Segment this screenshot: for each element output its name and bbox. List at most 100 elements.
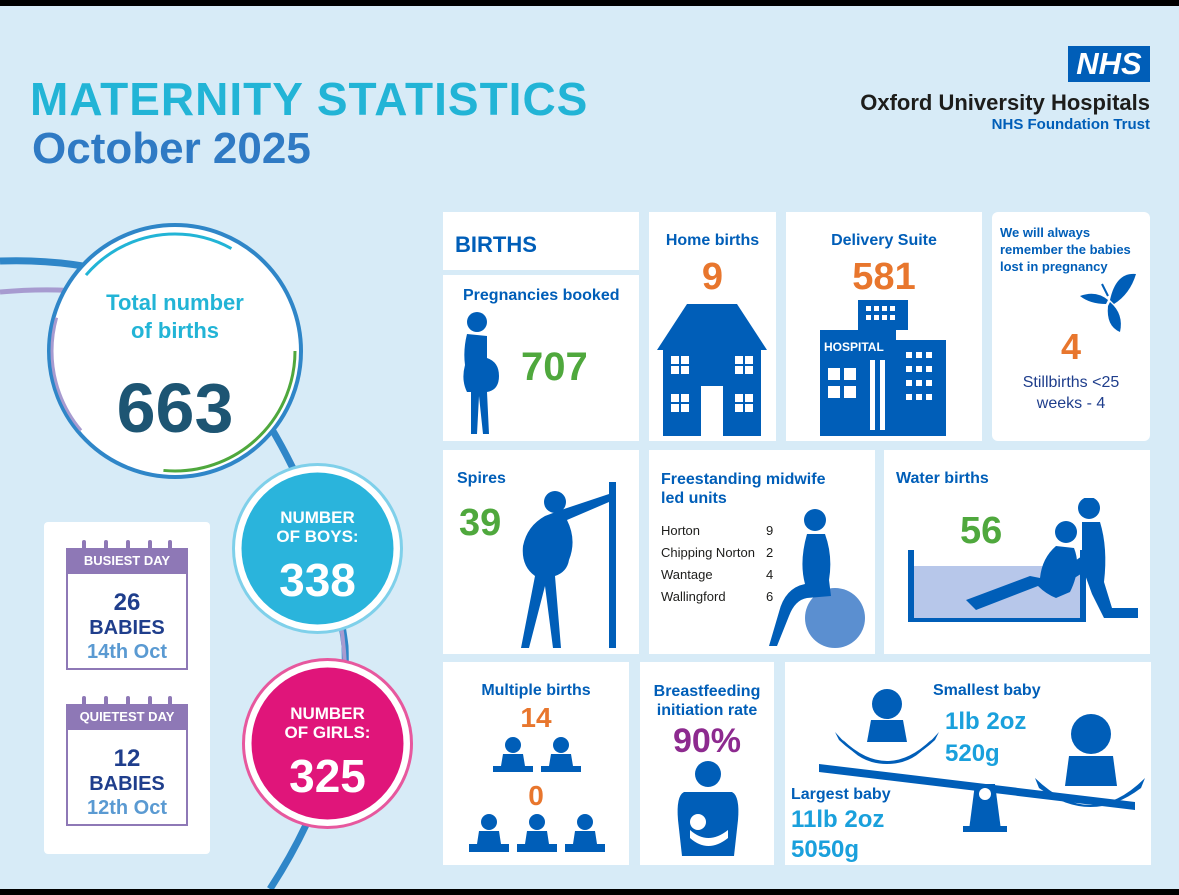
- girls-label-line2: OF GIRLS:: [284, 723, 371, 742]
- unit-name: Wantage: [661, 567, 713, 582]
- remember-line3: lost in pregnancy: [1000, 259, 1108, 274]
- unit-name: Horton: [661, 523, 701, 538]
- calendar-ring-icon: [104, 696, 108, 710]
- girls-value: 325: [289, 750, 366, 802]
- smallest-baby-label: Smallest baby: [933, 682, 1041, 699]
- baby-weights-card: Smallest baby 1lb 2oz 520g Largest baby …: [785, 662, 1151, 865]
- water-births-label: Water births: [896, 470, 989, 487]
- busiest-day-label: BUSIEST DAY: [66, 548, 188, 574]
- quietest-day-unit: BABIES: [89, 773, 165, 795]
- busiest-day-calendar: BUSIEST DAY 26 BABIES 14th Oct: [66, 540, 188, 670]
- unit-value: 2: [766, 545, 774, 560]
- spires-card: Spires 39: [443, 450, 639, 654]
- table-row: Chipping Norton 2: [661, 545, 786, 567]
- table-row: Wallingford 6: [661, 589, 786, 611]
- breastfeeding-label-line1: Breastfeeding: [653, 683, 761, 700]
- birth-ball-woman-icon: [769, 509, 865, 648]
- unit-value: 9: [766, 523, 774, 538]
- triplets-value: 0: [528, 780, 544, 811]
- total-births-label-line1: Total number: [106, 290, 244, 315]
- pregnancies-label: Pregnancies booked: [463, 287, 620, 304]
- boys-circle: [232, 463, 403, 634]
- stillbirths-text: Stillbirths <25 weeks - 4: [992, 372, 1150, 414]
- largest-baby-metric: 5050g: [791, 836, 860, 863]
- remember-text: We will always remember the babies lost …: [1000, 224, 1131, 275]
- largest-baby-label: Largest baby: [791, 786, 891, 803]
- seesaw-icon: [819, 689, 1145, 832]
- table-row: Horton 9: [661, 523, 786, 545]
- total-births-value: 663: [116, 369, 234, 447]
- calendar-ring-icon: [126, 696, 130, 710]
- breastfeeding-card: Breastfeeding initiation rate 90%: [640, 662, 774, 865]
- largest-baby-imperial: 11lb 2oz: [791, 806, 885, 833]
- boys-value: 338: [279, 554, 356, 606]
- delivery-suite-value: 581: [852, 256, 916, 298]
- quietest-day-count: 12: [113, 745, 141, 772]
- home-births-label: Home births: [665, 232, 760, 249]
- total-births-label: Total number of births: [55, 289, 295, 345]
- breastfeeding-label-line2: initiation rate: [656, 702, 758, 719]
- births-header-card: BIRTHS: [443, 212, 639, 270]
- page-title: MATERNITY STATISTICS: [30, 73, 589, 125]
- smallest-baby-metric: 520g: [945, 740, 1000, 767]
- multiple-births-card: Multiple births 14 0: [443, 662, 629, 865]
- births-section-title: BIRTHS: [455, 232, 537, 257]
- calendar-ring-icon: [148, 696, 152, 710]
- unit-value: 4: [766, 567, 774, 582]
- calendar-ring-icon: [104, 540, 108, 554]
- pregnancies-value: 707: [521, 345, 588, 389]
- butterfly-icon: [1080, 273, 1136, 332]
- stillbirths-line2: weeks - 4: [1036, 395, 1106, 412]
- spires-label: Spires: [457, 470, 506, 487]
- trust-name: Oxford University Hospitals: [860, 90, 1150, 115]
- spires-value: 39: [459, 502, 502, 544]
- total-births-label-line2: of births: [131, 318, 219, 343]
- home-births-card: Home births 9: [649, 212, 776, 441]
- hospital-building-icon: [820, 300, 946, 436]
- quietest-day-label: QUIETEST DAY: [66, 704, 188, 730]
- busiest-day-unit: BABIES: [89, 617, 165, 639]
- breastfeeding-mother-icon: [677, 761, 739, 856]
- midwife-units-label: Freestanding midwife led units: [661, 470, 825, 508]
- girls-label-line1: NUMBER: [290, 704, 365, 723]
- calendar-ring-icon: [82, 540, 86, 554]
- quietest-day-body: 12 BABIES 12th Oct: [66, 730, 188, 826]
- infographic-page: MATERNITY STATISTICS October 2025 NHS Ox…: [0, 6, 1179, 889]
- total-births-ring: [47, 223, 303, 479]
- girls-label: NUMBER OF GIRLS:: [255, 704, 400, 742]
- boys-label: NUMBER OF BOYS:: [245, 508, 390, 546]
- nhs-logo: NHS: [1068, 46, 1150, 82]
- water-births-card: Water births 56: [884, 450, 1150, 654]
- boys-label-line2: OF BOYS:: [276, 527, 359, 546]
- multiple-births-label: Multiple births: [481, 682, 591, 699]
- remember-card: We will always remember the babies lost …: [992, 212, 1150, 441]
- quietest-day-calendar: QUIETEST DAY 12 BABIES 12th Oct: [66, 696, 188, 826]
- midwife-units-label-line2: led units: [661, 490, 727, 507]
- delivery-suite-card: Delivery Suite 581 HOSPITAL: [786, 212, 982, 441]
- stillbirths-line1: Stillbirths <25: [1022, 374, 1120, 391]
- pregnant-woman-leaning-icon: [521, 482, 616, 648]
- calendar-ring-icon: [82, 696, 86, 710]
- page-period: October 2025: [32, 124, 311, 173]
- remember-line2: remember the babies: [1000, 242, 1131, 257]
- unit-name: Chipping Norton: [661, 545, 755, 560]
- house-icon: [657, 304, 767, 436]
- breastfeeding-value: 90%: [672, 722, 742, 760]
- twins-baby-icon: [493, 737, 581, 772]
- water-birth-pool-icon: [908, 498, 1138, 622]
- boys-label-line1: NUMBER: [280, 508, 355, 527]
- breastfeeding-label: Breastfeeding initiation rate: [640, 682, 774, 720]
- table-row: Wantage 4: [661, 567, 786, 589]
- unit-value: 6: [766, 589, 774, 604]
- stillbirths-value: 4: [1060, 326, 1082, 367]
- calendar-ring-icon: [148, 540, 152, 554]
- midwife-units-label-line1: Freestanding midwife: [661, 471, 826, 488]
- water-births-value: 56: [960, 510, 1003, 552]
- calendar-ring-icon: [126, 540, 130, 554]
- calendar-ring-icon: [168, 540, 172, 554]
- calendar-ring-icon: [168, 696, 172, 710]
- busiest-day-date: 14th Oct: [86, 641, 168, 663]
- unit-name: Wallingford: [661, 589, 726, 604]
- trust-subtitle: NHS Foundation Trust: [991, 116, 1150, 133]
- delivery-suite-label: Delivery Suite: [831, 232, 937, 249]
